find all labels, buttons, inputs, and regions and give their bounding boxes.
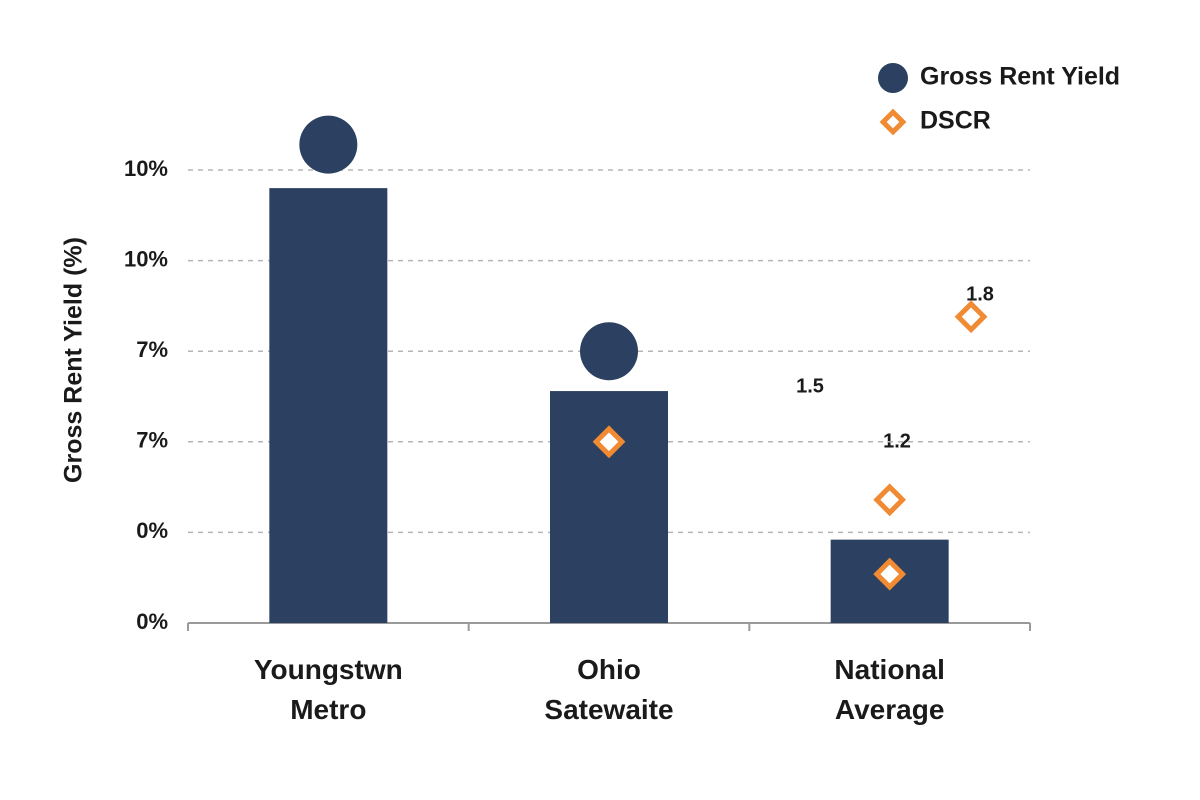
annotation: 1.8	[966, 283, 994, 305]
x-tick-label: National Average	[834, 654, 944, 725]
y-axis-title: Gross Rent Yield (%)	[60, 237, 88, 483]
marker-circle	[580, 322, 638, 381]
marker-circle	[299, 115, 358, 174]
legend-label: DSCR	[920, 107, 991, 135]
y-tick-label: 10%	[124, 246, 168, 271]
marker-diamond	[873, 557, 907, 591]
marker-circle	[878, 63, 908, 93]
x-tick-label: Youngstwn Metro	[254, 654, 403, 725]
x-tick-label: Ohio Satewaite	[544, 654, 673, 725]
marker-diamond	[592, 425, 626, 459]
bar	[269, 188, 388, 623]
y-tick-label: 7%	[136, 428, 168, 453]
annotation: 1.5	[796, 375, 824, 397]
annotation: 1.2	[883, 430, 911, 452]
marker-diamond	[954, 300, 988, 334]
y-tick-label: 0%	[136, 609, 168, 634]
marker-diamond	[873, 483, 907, 517]
marker-diamond	[879, 108, 907, 136]
legend-label: Gross Rent Yield	[920, 63, 1120, 91]
y-tick-label: 7%	[136, 337, 168, 362]
y-tick-label: 0%	[136, 518, 168, 543]
y-tick-label: 10%	[124, 156, 168, 181]
